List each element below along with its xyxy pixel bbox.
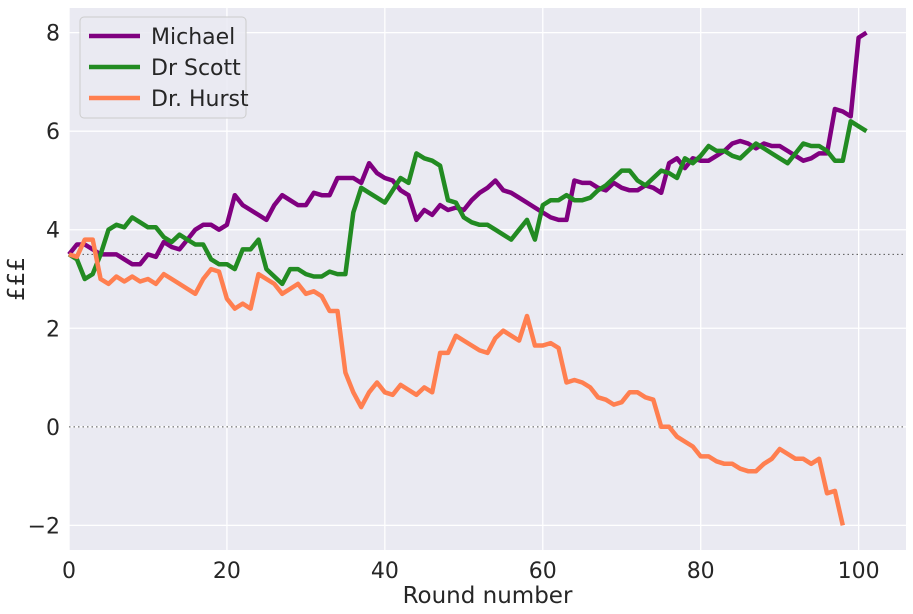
y-tick-label: 0	[46, 416, 60, 441]
y-tick-label: 6	[46, 120, 60, 145]
series-line	[68, 237, 845, 526]
x-tick-label: 20	[213, 559, 241, 584]
series-line	[67, 119, 868, 287]
x-tick-label: 60	[529, 559, 557, 584]
legend-label: Dr. Hurst	[151, 87, 249, 112]
legend-label: Dr Scott	[151, 56, 241, 81]
x-tick-label: 40	[371, 559, 399, 584]
y-tick-label: 8	[46, 22, 60, 47]
y-tick-label: 4	[46, 219, 60, 244]
y-axis-label: £££	[4, 257, 30, 301]
series-lines	[67, 30, 868, 526]
x-tick-label: 0	[62, 559, 76, 584]
y-tick-label: −2	[28, 514, 60, 539]
y-tick-label: 2	[46, 317, 60, 342]
legend-label: Michael	[151, 25, 235, 50]
x-tick-label: 80	[687, 559, 715, 584]
legend-frame	[79, 16, 247, 119]
x-axis-label: Round number	[403, 583, 573, 609]
x-tick-label: 100	[838, 559, 880, 584]
legend: Michael Dr Scott Dr. Hurst	[79, 16, 249, 119]
series-line	[67, 30, 868, 267]
